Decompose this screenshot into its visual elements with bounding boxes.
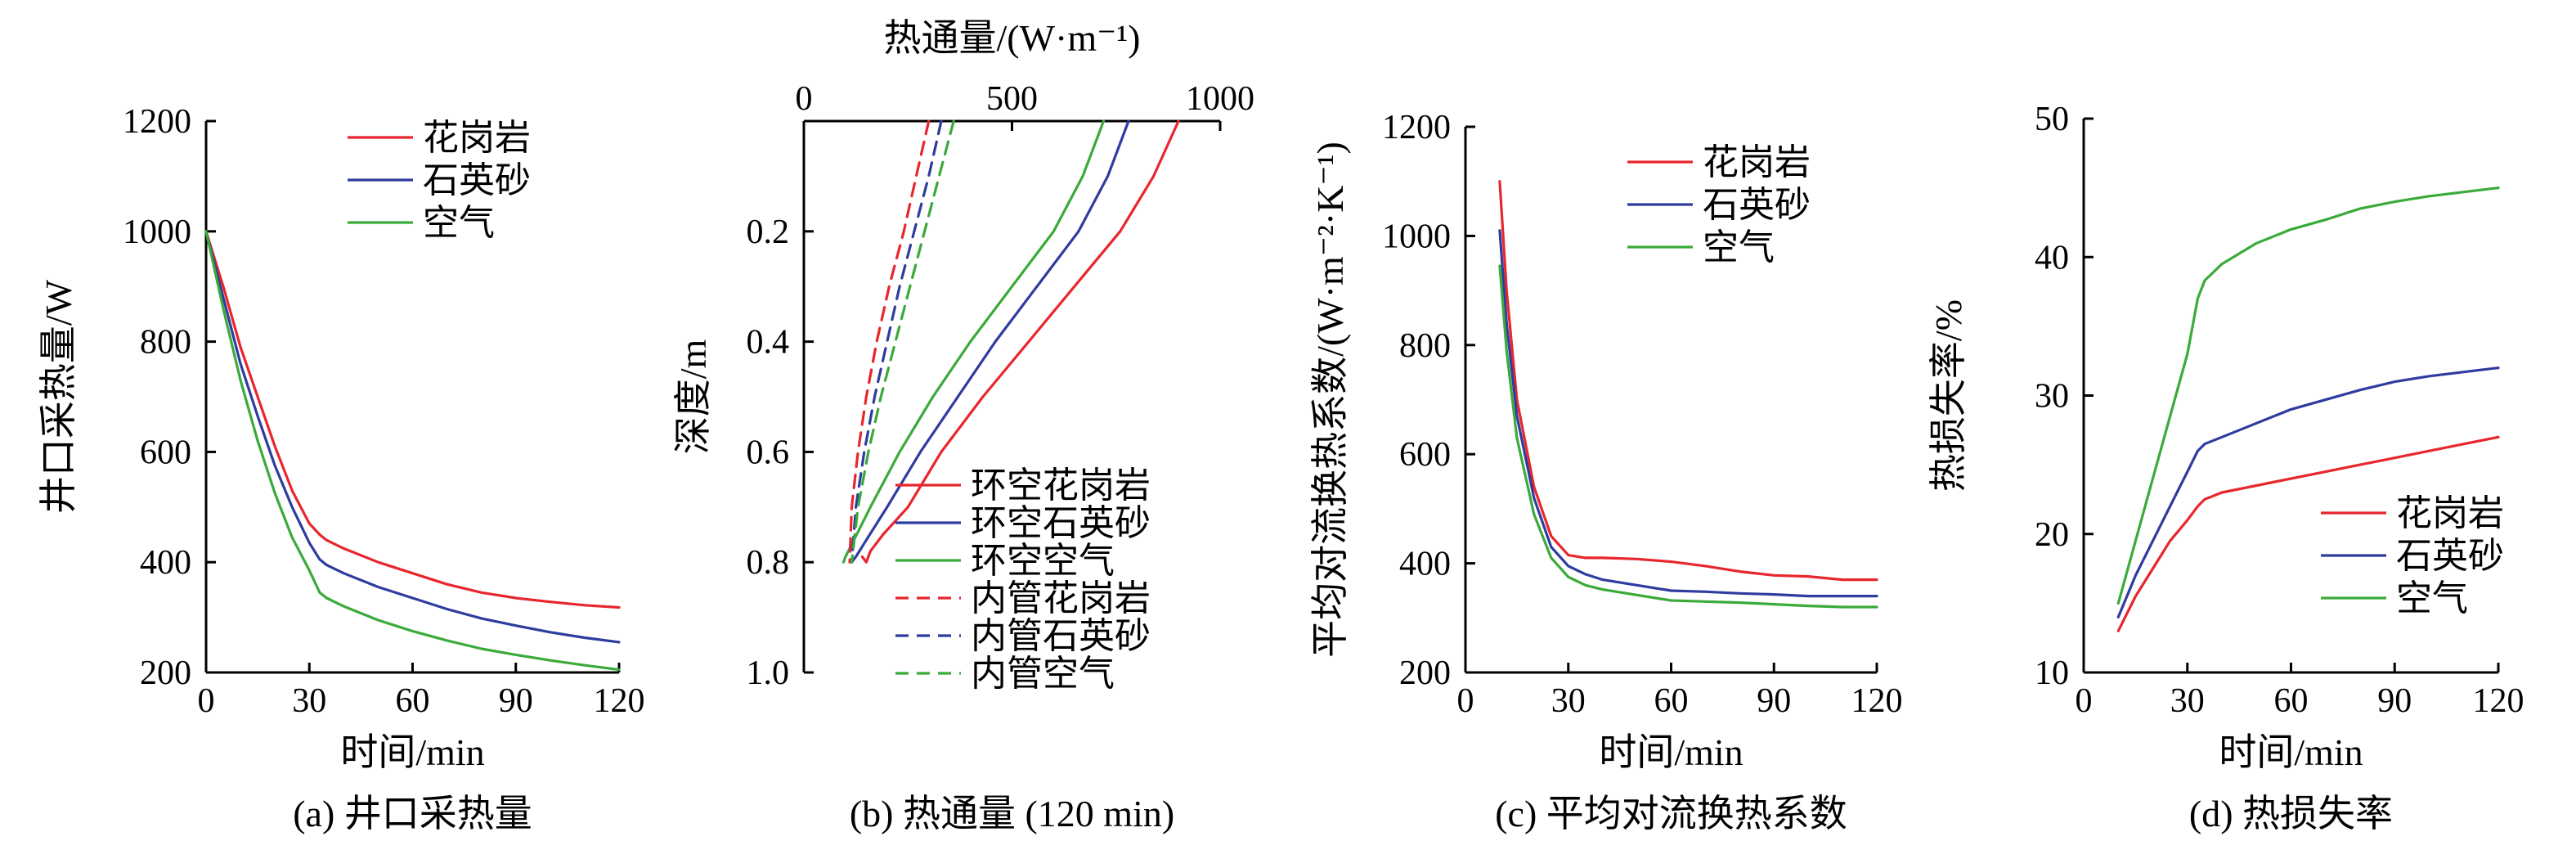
x-tick-label: 60 [1654,682,1689,720]
y-tick-label: 10 [2035,654,2069,692]
legend-label: 空气 [1703,227,1775,268]
x-tick-label: 30 [292,682,326,720]
y-tick-label: 40 [2035,239,2069,277]
legend-label: 环空石英砂 [971,503,1151,543]
chart-panel-2: 0 30 60 90 120 200 400 600 800 1000 1200 时间/min 平均对流… [1309,109,1903,834]
y-tick-label: 600 [140,434,191,471]
legend-label: 内管花岗岩 [971,578,1151,618]
series-line-0 [204,230,621,609]
x-tick-label: 60 [2274,682,2309,720]
x-tick-label: 30 [1551,682,1586,720]
legend-label: 石英砂 [2396,536,2504,576]
legend-label: 石英砂 [423,160,531,200]
legend-label: 花岗岩 [2396,493,2504,533]
y-axis-title: 井口采热量/W [38,279,79,514]
y-tick-label: 0.2 [747,214,790,251]
y-tick-label: 0.6 [747,434,790,471]
x-tick-label: 0 [2076,682,2093,720]
series-line-2 [2116,187,2500,605]
series-line-0 [1498,180,1878,582]
chart-caption: (a) 井口采热量 [293,793,532,834]
x-tick-label: 90 [1757,682,1791,720]
series-line-1 [850,119,1130,564]
x-axis-title: 热通量/(W·m⁻¹) [883,17,1140,59]
series-line-0 [2116,435,2500,632]
chart-caption: (b) 热通量 (120 min) [850,793,1174,834]
x-tick-label: 30 [2170,682,2205,720]
x-tick-label: 0 [198,682,215,720]
y-tick-label: 1.0 [747,654,790,692]
y-tick-label: 30 [2035,378,2069,416]
x-tick-label: 0 [1457,682,1474,720]
x-tick-label: 90 [499,682,533,720]
chart-caption: (c) 平均对流换热系数 [1495,793,1847,834]
x-tick-label: 90 [2377,682,2412,720]
series-line-2 [1498,264,1878,609]
legend-label: 花岗岩 [1703,142,1811,182]
series-line-0 [860,119,1180,564]
legend-label: 花岗岩 [423,118,531,158]
legend-label: 内管石英砂 [971,616,1151,656]
y-axis-title: 平均对流换热系数/(W·m⁻²·K⁻¹) [1309,142,1351,658]
legend-label: 石英砂 [1703,185,1811,225]
y-tick-label: 1000 [1382,218,1451,255]
x-tick-label: 120 [594,682,645,720]
series-line-1 [204,230,621,644]
x-tick-label: 120 [1851,682,1903,720]
y-axis-title: 热损失率/% [1928,299,1969,492]
y-tick-label: 0.4 [747,324,790,362]
x-tick-label: 500 [986,80,1038,118]
chart-panel-0: 0 30 60 90 120 200 400 600 800 1000 1200 时间/min 井口采热… [38,103,645,834]
y-tick-label: 800 [140,324,191,362]
x-axis-title: 时间/min [2219,731,2363,773]
y-tick-label: 20 [2035,516,2069,554]
series-line-5 [850,119,955,564]
series-line-1 [2116,367,2500,618]
y-tick-label: 1200 [123,103,191,141]
chart-panel-1: 0 500 1000 0.2 0.4 0.6 0.8 1.0 热通量/(W·m⁻¹) 深度/m (b… [672,17,1254,834]
y-tick-label: 400 [140,544,191,582]
chart-caption: (d) 热损失率 [2189,793,2393,834]
legend-label: 环空花岗岩 [971,465,1151,506]
legend-label: 环空空气 [971,541,1115,581]
x-tick-label: 0 [796,80,813,118]
y-tick-label: 400 [1399,546,1451,583]
series-line-1 [1498,229,1878,598]
legend-label: 空气 [2396,578,2468,618]
y-tick-label: 200 [1399,654,1451,692]
series-line-2 [204,230,621,672]
y-tick-label: 0.8 [747,544,790,582]
chart-panel-3: 0 30 60 90 120 10 20 30 40 50 时间/min 热损失率/% (d) 热损失率… [1928,101,2524,834]
y-tick-label: 600 [1399,436,1451,474]
y-tick-label: 800 [1399,327,1451,365]
series-line-3 [848,119,931,564]
series-line-4 [850,119,943,564]
y-tick-label: 200 [140,654,191,692]
x-tick-label: 120 [2473,682,2524,720]
x-axis-title: 时间/min [340,731,484,773]
legend-label: 空气 [423,203,495,243]
y-tick-label: 50 [2035,101,2069,138]
legend-label: 内管空气 [971,654,1115,694]
y-tick-label: 1000 [123,214,191,251]
y-tick-label: 1200 [1382,109,1451,146]
x-tick-label: 60 [396,682,430,720]
y-axis-title: 深度/m [672,340,714,455]
x-axis-title: 时间/min [1599,731,1743,773]
x-tick-label: 1000 [1186,80,1254,118]
